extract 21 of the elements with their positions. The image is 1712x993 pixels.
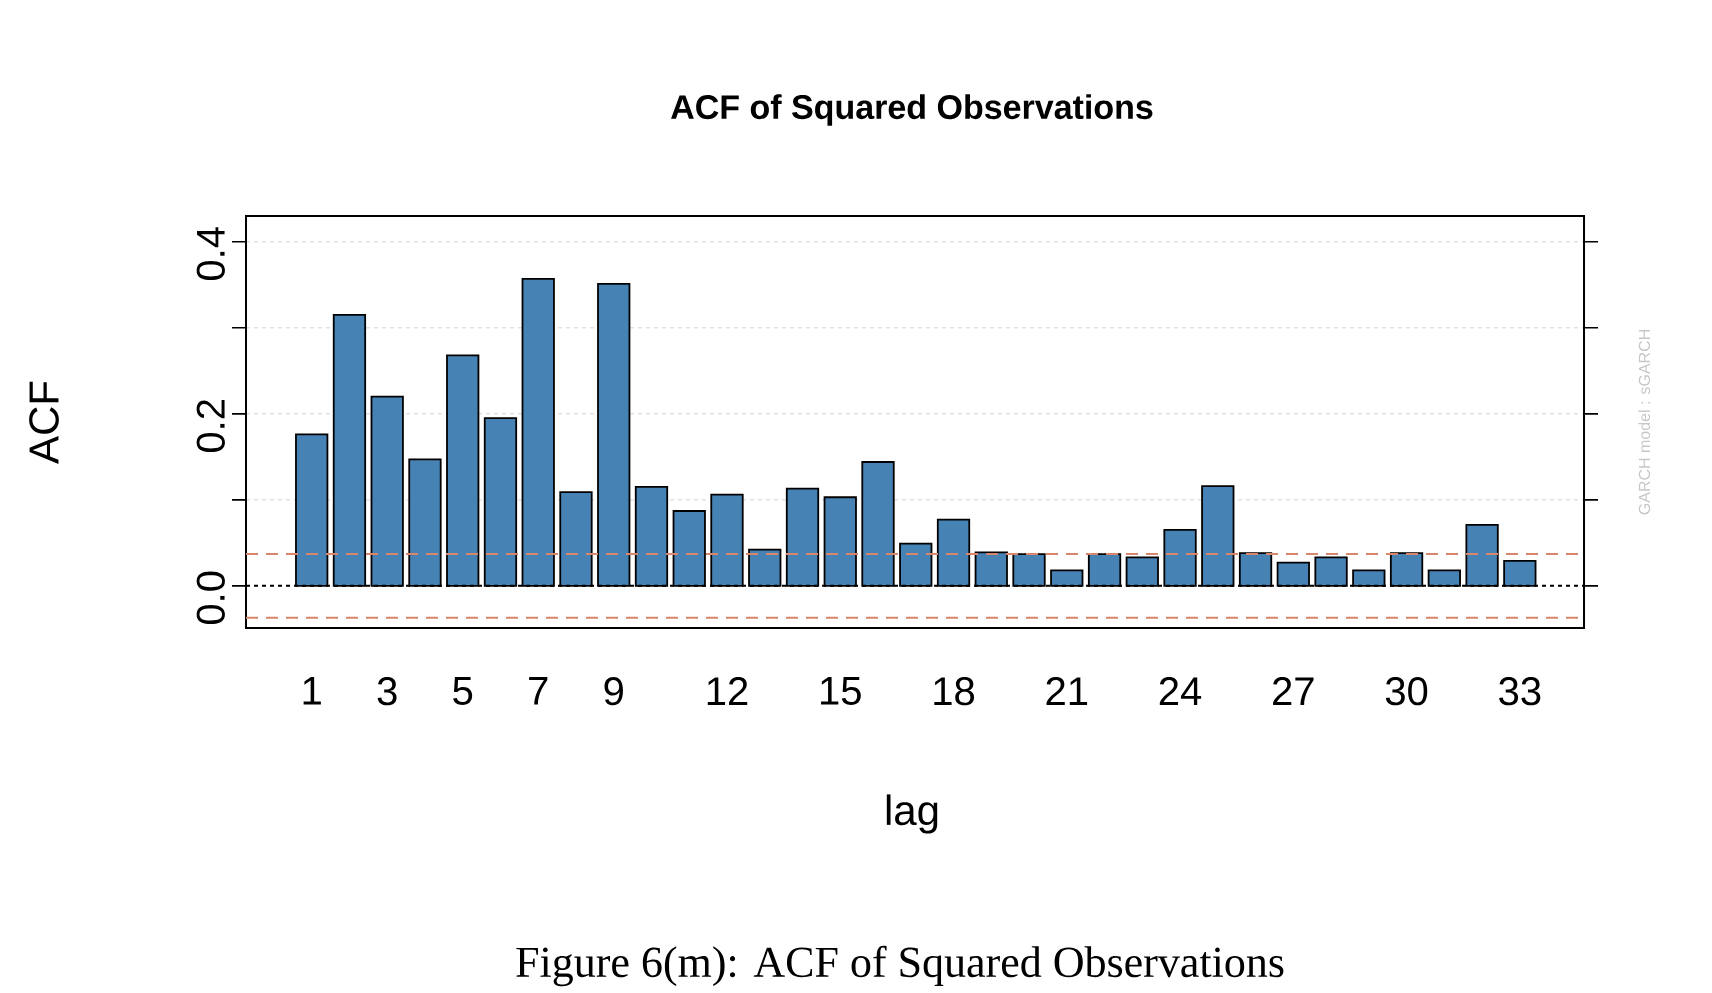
x-tick-label: 5 — [453, 677, 473, 706]
y-axis-title: ACF — [29, 381, 59, 464]
x-axis-title: lag — [886, 794, 938, 834]
y-tick-label: 0.0 — [196, 571, 225, 625]
x-tick-label: 9 — [604, 677, 623, 706]
x-tick-label: 27 — [1273, 677, 1314, 706]
x-tick-label: 30 — [1385, 677, 1428, 706]
x-tick-label: 7 — [529, 677, 548, 705]
x-tick-label: 1 — [303, 677, 321, 705]
x-tick-label: 18 — [934, 677, 975, 706]
x-tick-label: 12 — [707, 677, 748, 706]
x-tick-label: 21 — [1046, 677, 1088, 706]
x-tick-label: 3 — [377, 677, 397, 706]
y-tick-label: 0.4 — [196, 227, 225, 281]
chart-title: ACF of Squared Observations — [671, 94, 1153, 126]
caption: Figure 6(m): ACF of Squared Observations — [516, 945, 1284, 987]
x-tick-label: 33 — [1499, 677, 1541, 706]
x-tick-label: 15 — [821, 677, 861, 706]
text: GARCH model : sGARCH — [1638, 330, 1651, 515]
x-tick-label: 24 — [1159, 677, 1202, 706]
y-tick-label: 0.2 — [196, 400, 225, 453]
